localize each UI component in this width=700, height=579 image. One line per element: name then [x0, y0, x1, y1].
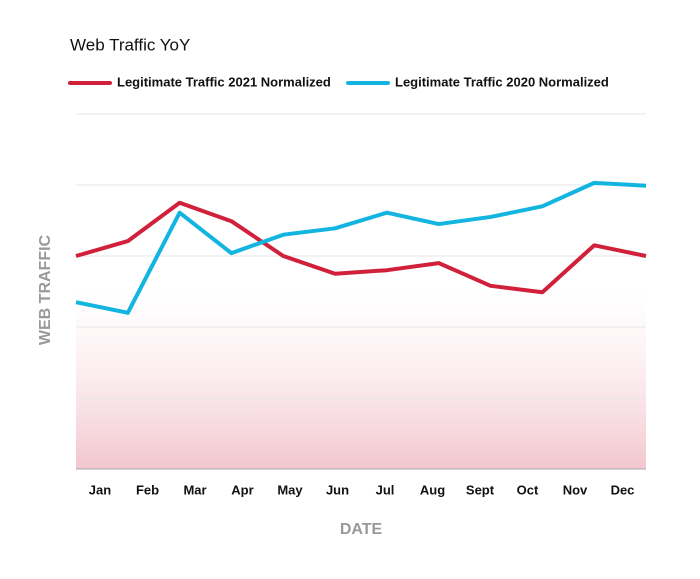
x-tick-label: Jul — [376, 482, 395, 497]
x-tick-label: Feb — [136, 482, 159, 497]
chart-title: Web Traffic YoY — [70, 35, 190, 54]
x-tick-label: Apr — [231, 482, 253, 497]
x-tick-label: May — [277, 482, 303, 497]
x-tick-label: Jan — [89, 482, 111, 497]
y-axis-label: WEB TRAFFIC — [37, 234, 54, 345]
x-tick-label: Jun — [326, 482, 349, 497]
x-tick-label: Nov — [563, 482, 588, 497]
x-tick-label: Oct — [517, 482, 539, 497]
series-line — [75, 200, 647, 295]
series-line — [75, 180, 647, 315]
x-tick-label: Sept — [466, 482, 495, 497]
x-tick-label: Dec — [611, 482, 635, 497]
legend-label: Legitimate Traffic 2020 Normalized — [395, 74, 609, 89]
legend-label: Legitimate Traffic 2021 Normalized — [117, 74, 331, 89]
x-tick-label: Aug — [420, 482, 445, 497]
x-tick-label: Mar — [183, 482, 206, 497]
background-fill — [76, 290, 646, 469]
x-axis-label: DATE — [340, 521, 383, 538]
